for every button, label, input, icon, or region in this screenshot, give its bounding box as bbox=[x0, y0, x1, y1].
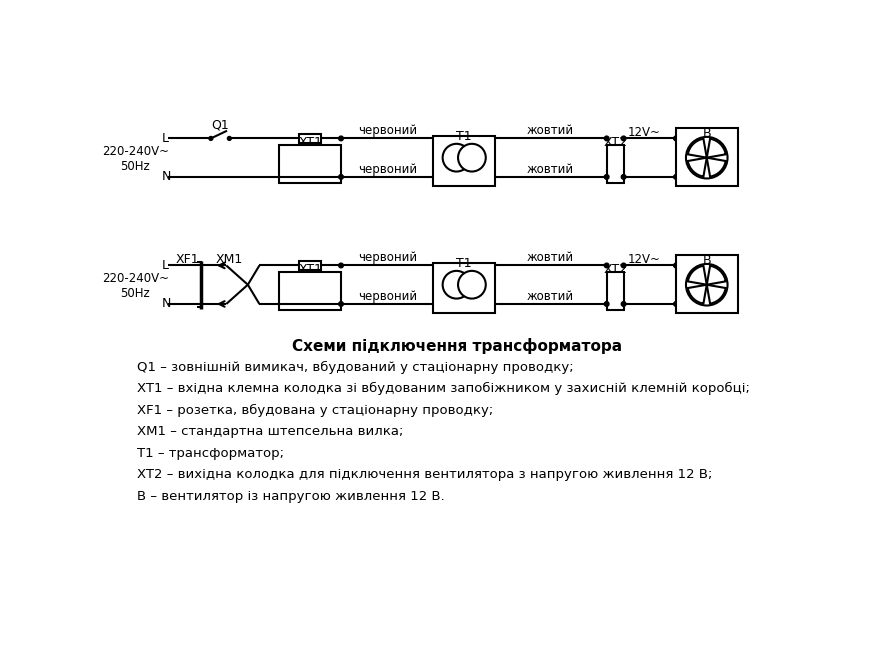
Bar bbox=[606, 272, 623, 310]
Circle shape bbox=[605, 302, 609, 306]
Circle shape bbox=[605, 263, 609, 268]
Text: T1: T1 bbox=[456, 131, 472, 144]
Circle shape bbox=[338, 136, 343, 141]
Wedge shape bbox=[706, 285, 726, 304]
Wedge shape bbox=[688, 266, 706, 285]
Text: червоний: червоний bbox=[357, 251, 417, 264]
Text: XT2: XT2 bbox=[603, 136, 627, 149]
Circle shape bbox=[673, 302, 679, 306]
Circle shape bbox=[228, 136, 231, 140]
Text: XT2 – вихідна колодка для підключення вентилятора з напругою живлення 12 В;: XT2 – вихідна колодка для підключення ве… bbox=[137, 468, 713, 481]
Circle shape bbox=[443, 271, 471, 298]
Text: червоний: червоний bbox=[357, 290, 417, 303]
Text: 12V~: 12V~ bbox=[628, 253, 660, 266]
Bar bbox=[433, 136, 495, 186]
Bar bbox=[676, 129, 738, 186]
Text: червоний: червоний bbox=[357, 163, 417, 176]
Text: XM1 – стандартна штепсельна вилка;: XM1 – стандартна штепсельна вилка; bbox=[137, 425, 404, 438]
Text: 220-240V~
50Hz: 220-240V~ 50Hz bbox=[102, 145, 169, 173]
Wedge shape bbox=[688, 138, 706, 157]
Wedge shape bbox=[706, 138, 726, 157]
Text: B – вентилятор із напругою живлення 12 В.: B – вентилятор із напругою живлення 12 В… bbox=[137, 490, 445, 503]
Circle shape bbox=[705, 283, 709, 287]
Text: N: N bbox=[162, 170, 171, 183]
Text: XT1 – вхідна клемна колодка зі вбудованим запобіжником у захисній клемній коробц: XT1 – вхідна клемна колодка зі вбудовани… bbox=[137, 382, 750, 395]
Text: жовтий: жовтий bbox=[527, 290, 574, 303]
Circle shape bbox=[605, 174, 609, 179]
Text: жовтий: жовтий bbox=[527, 163, 574, 176]
Circle shape bbox=[338, 263, 343, 268]
Circle shape bbox=[458, 144, 486, 172]
Circle shape bbox=[673, 174, 679, 179]
Text: жовтий: жовтий bbox=[527, 251, 574, 264]
Circle shape bbox=[673, 263, 679, 268]
Bar bbox=[606, 144, 623, 183]
Circle shape bbox=[458, 271, 486, 298]
Circle shape bbox=[338, 302, 343, 306]
Text: N: N bbox=[162, 298, 171, 310]
Text: XT2: XT2 bbox=[603, 263, 627, 276]
Wedge shape bbox=[706, 157, 726, 176]
Circle shape bbox=[686, 264, 728, 306]
Circle shape bbox=[443, 144, 471, 172]
Bar bbox=[280, 144, 341, 183]
Bar bbox=[299, 261, 321, 270]
Circle shape bbox=[622, 302, 626, 306]
Circle shape bbox=[209, 136, 213, 140]
Text: B: B bbox=[703, 253, 711, 266]
Circle shape bbox=[338, 174, 343, 179]
Text: XT1: XT1 bbox=[298, 263, 322, 276]
Bar bbox=[299, 134, 321, 143]
Text: червоний: червоний bbox=[357, 124, 417, 137]
Circle shape bbox=[686, 137, 728, 178]
Text: Схеми підключення трансформатора: Схеми підключення трансформатора bbox=[292, 338, 622, 355]
Circle shape bbox=[622, 263, 626, 268]
Text: XF1 – розетка, вбудована у стаціонарну проводку;: XF1 – розетка, вбудована у стаціонарну п… bbox=[137, 404, 493, 417]
Wedge shape bbox=[688, 157, 706, 176]
Text: Q1 – зовнішній вимикач, вбудований у стаціонарну проводку;: Q1 – зовнішній вимикач, вбудований у ста… bbox=[137, 360, 573, 374]
Wedge shape bbox=[688, 285, 706, 304]
Circle shape bbox=[605, 136, 609, 141]
Text: XF1: XF1 bbox=[175, 253, 199, 266]
Text: L: L bbox=[162, 259, 169, 272]
Text: 12V~: 12V~ bbox=[628, 126, 660, 138]
Text: XM1: XM1 bbox=[216, 253, 243, 266]
Text: B: B bbox=[703, 127, 711, 140]
Circle shape bbox=[622, 136, 626, 141]
Circle shape bbox=[673, 136, 679, 141]
Text: XT1: XT1 bbox=[298, 136, 322, 149]
Wedge shape bbox=[706, 266, 726, 285]
Bar bbox=[280, 272, 341, 310]
Bar bbox=[433, 263, 495, 313]
Circle shape bbox=[622, 174, 626, 179]
Text: 220-240V~
50Hz: 220-240V~ 50Hz bbox=[102, 272, 169, 300]
Text: Q1: Q1 bbox=[212, 118, 229, 131]
Text: T1: T1 bbox=[456, 257, 472, 270]
Text: L: L bbox=[162, 132, 169, 145]
Text: жовтий: жовтий bbox=[527, 124, 574, 137]
Bar bbox=[676, 255, 738, 313]
Circle shape bbox=[705, 156, 709, 159]
Text: T1 – трансформатор;: T1 – трансформатор; bbox=[137, 447, 284, 460]
